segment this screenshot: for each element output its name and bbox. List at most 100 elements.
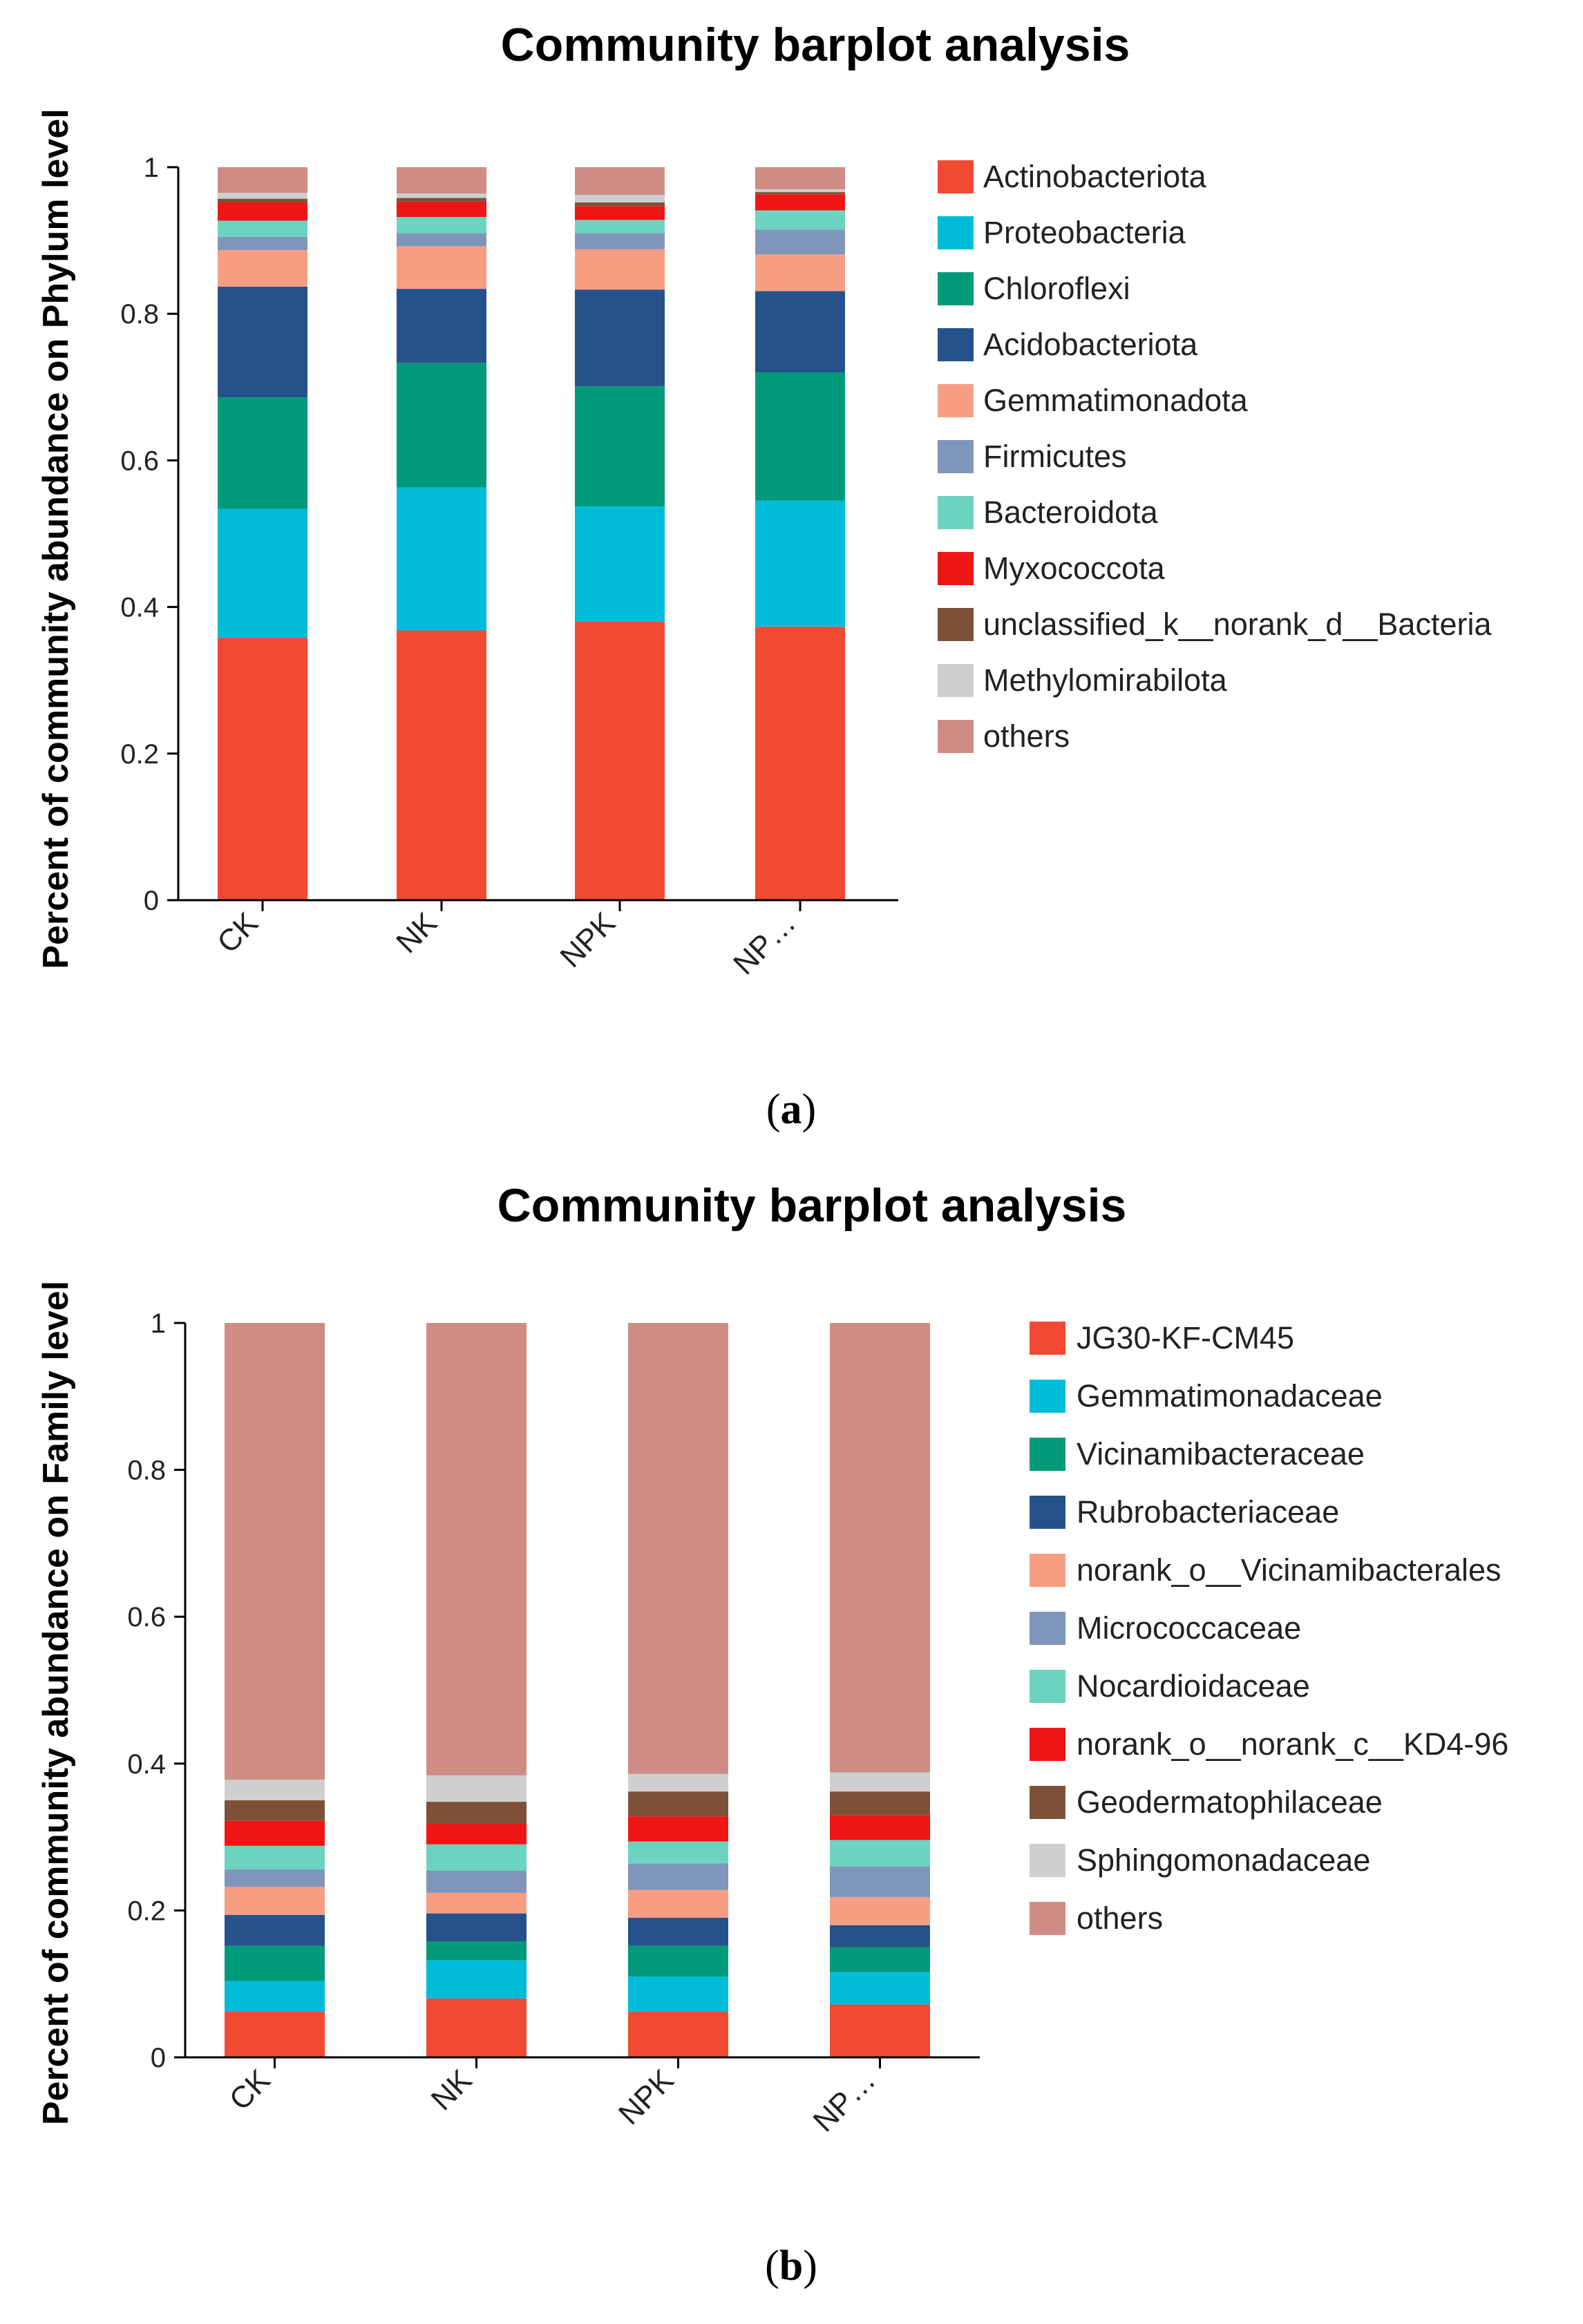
chart-title: Community barplot analysis — [501, 19, 1130, 71]
legend-label: Gemmatimonadaceae — [1077, 1378, 1383, 1413]
legend-label: Methylomirabilota — [983, 663, 1228, 698]
caption-a: (a) — [766, 1086, 816, 1133]
bar-segment-firmicutes — [575, 233, 665, 249]
axes — [184, 1323, 980, 2059]
bar-segment-actinobacteriota — [575, 621, 665, 900]
y-ticks: 0 0.2 0.4 0.6 0.8 1 — [120, 153, 178, 916]
x-tick-label: NPK — [553, 906, 622, 974]
bar-segment-others — [628, 1323, 728, 1774]
legend: JG30-KF-CM45 Gemmatimonadaceae Vicinamibac… — [1030, 1320, 1508, 1936]
bar-segment-others — [225, 1323, 325, 1780]
bar-segment-acidobacteriota — [575, 289, 665, 387]
bar-segment-jg30-kf-cm45 — [225, 2012, 325, 2057]
bar-segment-geodermatophilaceae — [830, 1791, 930, 1816]
bar-segment-norank-o-norank-c-kd4-96 — [426, 1823, 527, 1845]
axes — [177, 167, 898, 902]
legend-swatch — [1030, 1844, 1065, 1877]
bar-segment-sphingomonadaceae — [628, 1773, 728, 1792]
bar-stack-group — [218, 167, 845, 900]
legend-label: norank_o__Vicinamibacterales — [1077, 1552, 1501, 1588]
bar-segment-myxococcota — [575, 206, 665, 220]
bar-segment-nocardioidaceae — [225, 1845, 325, 1869]
legend-label: Firmicutes — [983, 439, 1127, 474]
legend-label: Vicinamibacteraceae — [1077, 1436, 1365, 1471]
bar-segment-geodermatophilaceae — [628, 1791, 728, 1817]
x-tick-label: NK — [390, 906, 444, 960]
legend-label: Actinobacteriota — [983, 159, 1207, 194]
legend-swatch — [1030, 1438, 1065, 1471]
bar-segment-norank-o-vicinamibacterales — [628, 1889, 728, 1918]
bar-segment-others — [397, 167, 486, 194]
bar-segment-gemmatimonadaceae — [225, 1981, 325, 2012]
x-tick-label: NK — [425, 2063, 479, 2117]
y-axis-label: Percent of community abundance on Phylum… — [36, 108, 76, 969]
bar-segment-gemmatimonadaceae — [426, 1960, 527, 1999]
bar-segment-nocardioidaceae — [426, 1844, 527, 1871]
bar-segment-rubrobacteriaceae — [628, 1918, 728, 1946]
bar-segment-methylomirabilota — [575, 195, 665, 202]
bar-segment-sphingomonadaceae — [225, 1780, 325, 1800]
y-tick-label: 0.8 — [120, 299, 159, 330]
bar-segment-rubrobacteriaceae — [830, 1925, 930, 1947]
y-tick-label: 0.6 — [127, 1602, 166, 1632]
y-tick-label: 1 — [151, 1308, 166, 1339]
legend-swatch — [1030, 1786, 1065, 1819]
legend-label: Gemmatimonadota — [983, 383, 1249, 418]
y-tick-label: 0.2 — [127, 1896, 166, 1926]
legend-label: JG30-KF-CM45 — [1077, 1320, 1294, 1355]
bar-segment-norank-o-norank-c-kd4-96 — [830, 1815, 930, 1840]
x-tick-label: NP… — [807, 2063, 882, 2138]
chart-title: Community barplot analysis — [497, 1179, 1127, 1232]
bar-segment-nocardioidaceae — [628, 1841, 728, 1864]
legend-swatch — [1030, 1380, 1065, 1413]
bar-segment-vicinamibacteraceae — [225, 1945, 325, 1981]
legend-label: others — [983, 718, 1070, 754]
legend-swatch — [1030, 1612, 1065, 1645]
legend-label: Geodermatophilaceae — [1077, 1784, 1383, 1820]
legend-swatch — [938, 664, 974, 697]
bar-segment-bacteroidota — [755, 210, 845, 230]
bar-segment-norank-o-norank-c-kd4-96 — [225, 1820, 325, 1846]
bar-segment-gemmatimonadota — [755, 254, 845, 292]
bar-segment-actinobacteriota — [218, 638, 307, 900]
bar-segment-others — [830, 1323, 930, 1773]
bar-segment-chloroflexi — [218, 397, 307, 509]
bar-segment-proteobacteria — [218, 508, 307, 638]
y-tick-label: 0.8 — [127, 1456, 166, 1486]
bar-segment-gemmatimonadota — [218, 249, 307, 287]
bar-segment-unclassified-k-norank-d-bacteria — [575, 202, 665, 207]
caption-b: (b) — [765, 2242, 817, 2289]
y-tick-label: 0.2 — [120, 739, 159, 770]
bar-segment-chloroflexi — [397, 363, 486, 488]
y-tick-label: 0 — [144, 886, 159, 916]
bar-segment-gemmatimonadaceae — [628, 1977, 728, 2012]
bar-segment-actinobacteriota — [755, 627, 845, 900]
legend-swatch — [938, 384, 974, 417]
bar-segment-micrococcaceae — [830, 1866, 930, 1898]
bar-segment-vicinamibacteraceae — [628, 1945, 728, 1977]
y-tick-label: 0 — [151, 2043, 166, 2073]
bar-segment-gemmatimonadaceae — [830, 1972, 930, 2005]
legend-swatch — [938, 608, 974, 641]
bar-segment-others — [426, 1323, 527, 1775]
bar-segment-norank-o-vicinamibacterales — [426, 1892, 527, 1914]
bar-segment-actinobacteriota — [397, 630, 486, 900]
bar-segment-norank-o-vicinamibacterales — [225, 1887, 325, 1915]
bar-segment-chloroflexi — [755, 372, 845, 501]
legend-swatch — [1030, 1670, 1065, 1703]
bar-segment-norank-o-vicinamibacterales — [830, 1897, 930, 1925]
bar-segment-bacteroidota — [218, 220, 307, 237]
legend-swatch — [938, 552, 974, 585]
y-tick-label: 0.4 — [120, 593, 159, 623]
legend-swatch — [1030, 1902, 1065, 1935]
legend-label: Chloroflexi — [983, 271, 1130, 306]
y-tick-label: 1 — [144, 153, 159, 183]
bar-segment-sphingomonadaceae — [830, 1772, 930, 1792]
bar-segment-others — [575, 167, 665, 196]
bar-segment-methylomirabilota — [755, 189, 845, 193]
bar-segment-proteobacteria — [755, 500, 845, 627]
legend-swatch — [1030, 1728, 1065, 1761]
bar-segment-firmicutes — [397, 233, 486, 247]
bar-segment-myxococcota — [218, 202, 307, 221]
